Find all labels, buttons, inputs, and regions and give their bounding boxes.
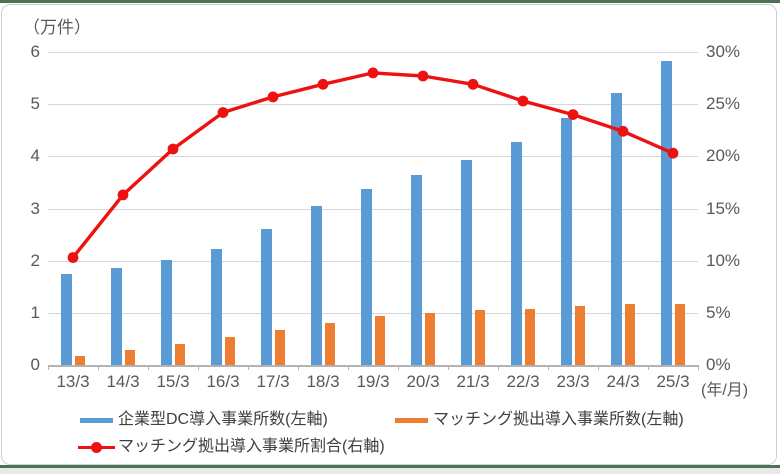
bar-matching <box>525 308 535 365</box>
gridline <box>48 156 698 158</box>
x-axis-category-label: 20/3 <box>406 372 440 391</box>
left-axis-tick-label: 3 <box>30 198 40 218</box>
left-axis-tick-label: 6 <box>30 42 40 61</box>
bar-matching <box>575 305 585 365</box>
bar-corporate-dc <box>161 259 172 365</box>
x-axis-category-label: 13/3 <box>56 372 90 391</box>
legend-swatch-blue-bar <box>80 418 113 423</box>
gridline <box>48 52 698 53</box>
left-axis-tick-label: 4 <box>30 146 40 166</box>
bar-corporate-dc <box>61 273 72 365</box>
legend-row-2: マッチング拠出導入事業所割合(右軸) <box>0 438 780 456</box>
x-axis-tick <box>198 365 199 370</box>
x-axis-tick <box>48 365 49 370</box>
bar-corporate-dc <box>211 249 222 365</box>
bar-corporate-dc <box>111 267 122 365</box>
x-axis-category-label: 24/3 <box>606 372 640 391</box>
bar-matching <box>425 312 435 365</box>
bar-corporate-dc <box>511 141 522 365</box>
bar-corporate-dc <box>411 174 422 365</box>
x-axis-category-label: 19/3 <box>356 372 390 391</box>
bar-corporate-dc <box>261 228 272 365</box>
x-axis-tick <box>648 365 649 370</box>
x-axis-category-label: 15/3 <box>156 372 190 391</box>
x-axis-category-label: 23/3 <box>556 372 590 391</box>
bottom-divider-rule <box>0 465 780 468</box>
gridline <box>48 312 698 314</box>
legend-label-matching: マッチング拠出導入事業所数(左軸) <box>433 411 684 428</box>
bar-matching <box>175 344 185 365</box>
bar-matching <box>125 349 135 365</box>
right-axis-tick-label: 10% <box>706 250 741 270</box>
bar-corporate-dc <box>311 205 322 365</box>
x-axis-category-label: 16/3 <box>206 372 240 391</box>
bar-matching <box>625 304 635 365</box>
right-axis-tick-label: 30% <box>706 42 741 61</box>
gridline <box>48 260 698 262</box>
x-axis-tick <box>248 365 249 370</box>
left-axis-tick-label: 1 <box>30 302 40 322</box>
bar-matching <box>375 315 385 365</box>
right-axis-tick-label: 25% <box>706 94 741 114</box>
bar-matching <box>225 337 235 365</box>
bar-corporate-dc <box>661 60 672 365</box>
legend-swatch-orange-bar <box>395 418 428 423</box>
bottom-gray-strip <box>0 468 780 474</box>
x-axis-category-label: 14/3 <box>106 372 140 391</box>
bar-corporate-dc <box>461 159 472 365</box>
x-axis-tick <box>98 365 99 370</box>
x-axis-tick <box>148 365 149 370</box>
x-axis-category-label: 25/3 <box>656 372 690 391</box>
x-axis-category-label: 18/3 <box>306 372 340 391</box>
x-axis-tick <box>448 365 449 370</box>
legend-dot-marker <box>91 441 102 453</box>
x-axis-tick <box>548 365 549 370</box>
left-axis-tick-label: 5 <box>30 94 40 114</box>
bar-matching <box>675 303 685 365</box>
x-axis-tick <box>348 365 349 370</box>
legend-label-corporate-dc: 企業型DC導入事業所数(左軸) <box>118 411 328 428</box>
right-axis-tick-label: 5% <box>706 302 731 322</box>
x-axis-category-label: 21/3 <box>456 372 490 391</box>
chart-card <box>1 4 777 465</box>
left-axis-tick-label: 2 <box>30 250 40 270</box>
bar-matching <box>325 322 335 365</box>
gridline <box>48 208 698 210</box>
left-axis-unit-label: （万件） <box>23 18 91 37</box>
x-axis-tick <box>498 365 499 370</box>
legend-row-1: 企業型DC導入事業所数(左軸) マッチング拠出導入事業所数(左軸) <box>0 411 780 429</box>
bar-matching <box>475 310 485 365</box>
right-axis-tick-label: 0% <box>706 355 731 374</box>
x-axis-category-label: 17/3 <box>256 372 290 391</box>
legend-label-ratio: マッチング拠出導入事業所割合(右軸) <box>118 438 385 455</box>
right-axis-tick-label: 15% <box>706 198 741 218</box>
x-axis-unit-label: (年/月) <box>701 382 749 399</box>
x-axis-tick <box>598 365 599 370</box>
bar-corporate-dc <box>561 118 572 365</box>
bar-corporate-dc <box>361 189 372 365</box>
bar-matching <box>75 355 85 365</box>
x-axis-tick <box>398 365 399 370</box>
x-axis-category-label: 22/3 <box>506 372 540 391</box>
gridline <box>48 104 698 106</box>
bar-matching <box>275 330 285 365</box>
top-divider-rule <box>0 0 780 3</box>
x-axis-tick <box>298 365 299 370</box>
left-axis-tick-label: 0 <box>30 355 40 374</box>
right-axis-tick-label: 20% <box>706 146 741 166</box>
x-axis-tick <box>698 365 699 370</box>
x-axis-line <box>48 364 698 367</box>
bar-corporate-dc <box>611 93 622 365</box>
